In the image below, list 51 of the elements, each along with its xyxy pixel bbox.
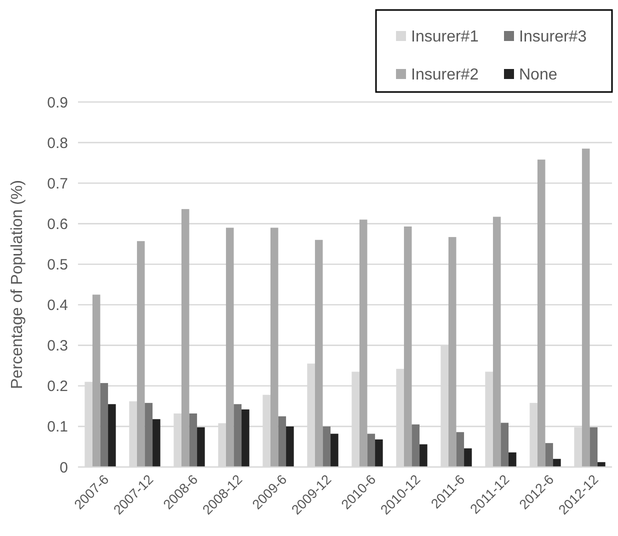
bar [375,439,383,467]
legend-label: Insurer#1 [411,28,479,46]
bar [144,402,153,467]
y-tick-label: 0.8 [47,134,68,152]
legend-label: Insurer#3 [519,28,587,46]
bar [598,462,606,467]
y-tick-label: 0.3 [47,338,68,355]
y-tick-label: 0.5 [47,256,68,274]
bar [100,383,108,467]
y-tick-label: 0 [60,459,68,476]
bar [152,419,160,467]
bar [545,443,554,467]
y-tick-label: 0.4 [47,297,68,314]
bar [412,424,420,467]
bar [286,426,294,467]
bar [404,226,412,467]
y-tick-label: 0.6 [47,216,68,233]
bar [234,404,242,467]
bar [464,448,472,467]
bar [537,160,546,467]
bar [197,427,205,467]
bar [189,413,198,467]
bar [108,404,116,467]
y-axis-title: Percentage of Population (%) [9,180,26,390]
y-tick-label: 0.1 [47,418,68,436]
bar [500,422,509,467]
bar [492,216,501,467]
legend-label: Insurer#2 [411,66,479,84]
bar [367,434,376,467]
bar [553,458,561,467]
bar [92,294,100,467]
bar [242,409,250,467]
bar [590,427,598,467]
bar [456,432,464,467]
y-tick-label: 0.9 [47,94,68,112]
bar [582,148,590,467]
bar [270,228,278,467]
y-tick-label: 0.7 [47,175,68,192]
bar [330,434,338,467]
bar [226,228,234,467]
bar [420,444,428,467]
bar [322,426,331,467]
bar [508,452,516,467]
y-tick-label: 0.2 [47,378,68,396]
bar [181,209,190,467]
bar [448,237,456,467]
bar [359,220,368,467]
bar [278,416,286,467]
bar [136,241,145,467]
legend-label: None [519,66,558,84]
bar [314,240,323,467]
